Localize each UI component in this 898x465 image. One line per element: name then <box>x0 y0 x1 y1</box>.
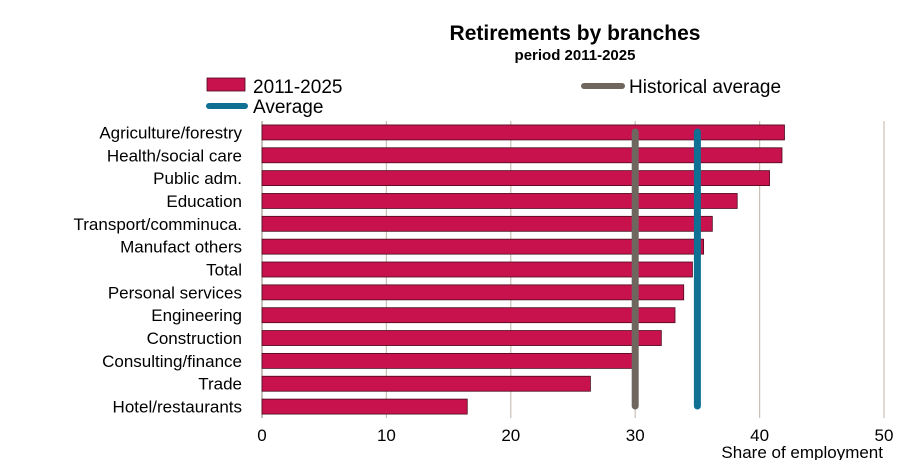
category-label-10: Consulting/finance <box>102 352 242 371</box>
legend-label-historical-average: Historical average <box>629 77 781 98</box>
x-tick-label-1: 10 <box>377 426 396 445</box>
category-labels: Agriculture/forestry Health/social care Pu… <box>74 123 243 416</box>
bar-6 <box>261 261 693 278</box>
bar-10 <box>261 352 634 369</box>
category-label-6: Total <box>206 261 242 280</box>
bar-4 <box>261 215 713 232</box>
category-label-5: Manufact others <box>120 238 242 257</box>
bar-11 <box>261 375 591 392</box>
legend-label-average: Average <box>253 97 323 118</box>
legend-swatch-bars <box>206 77 246 92</box>
x-tick-label-3: 30 <box>626 426 645 445</box>
category-label-8: Engineering <box>151 306 242 325</box>
x-tick-labels: 0 10 20 30 40 50 <box>257 426 893 445</box>
category-label-2: Public adm. <box>153 169 242 188</box>
x-tick-label-4: 40 <box>750 426 769 445</box>
bar-12 <box>261 398 468 415</box>
reference-lines <box>631 128 701 410</box>
category-label-0: Agriculture/forestry <box>99 123 242 142</box>
category-label-11: Trade <box>198 375 242 394</box>
bars <box>261 124 785 415</box>
bar-8 <box>261 307 676 324</box>
bar-7 <box>261 284 685 301</box>
bar-3 <box>261 193 738 209</box>
chart-subtitle: period 2011-2025 <box>515 47 636 64</box>
category-label-4: Transport/comminuca. <box>74 215 242 234</box>
category-label-7: Personal services <box>108 283 242 302</box>
legend: 2011-2025 Historical average Average <box>206 77 781 118</box>
category-label-1: Health/social care <box>107 146 242 165</box>
category-label-12: Hotel/restaurants <box>113 398 242 417</box>
bar-9 <box>261 330 662 346</box>
bar-5 <box>261 238 705 255</box>
x-tick-label-5: 50 <box>875 426 894 445</box>
bar-0 <box>261 124 785 141</box>
bar-1 <box>261 147 783 164</box>
bar-2 <box>261 170 770 187</box>
category-label-9: Construction <box>147 329 242 348</box>
category-label-3: Education <box>166 192 242 211</box>
x-axis-label: Share of employment <box>721 443 883 460</box>
chart-title: Retirements by branches <box>450 22 701 45</box>
legend-label-bars: 2011-2025 <box>253 77 342 98</box>
x-tick-label-0: 0 <box>257 426 266 445</box>
x-tick-label-2: 20 <box>501 426 520 445</box>
